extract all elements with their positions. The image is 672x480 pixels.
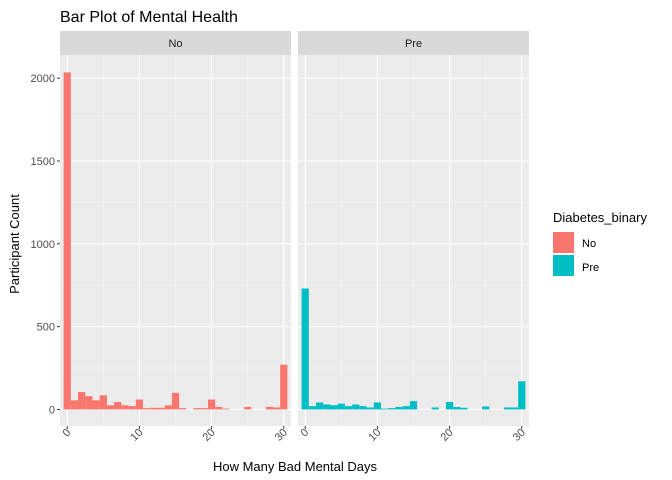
bar bbox=[121, 405, 129, 410]
bar bbox=[359, 406, 367, 410]
legend: Diabetes_binary No Pre bbox=[553, 210, 647, 276]
bar bbox=[63, 72, 71, 410]
bar bbox=[453, 406, 461, 410]
bar bbox=[460, 407, 468, 410]
bar bbox=[272, 407, 281, 410]
x-tick-label: 20 bbox=[439, 427, 456, 444]
bar bbox=[431, 407, 439, 410]
y-axis: 0 500 1000 1500 2000 bbox=[31, 73, 60, 416]
bar bbox=[157, 407, 165, 410]
bar bbox=[301, 288, 309, 410]
legend-label-no: No bbox=[582, 238, 596, 250]
bar bbox=[352, 404, 360, 410]
y-tick-label: 1000 bbox=[31, 239, 55, 251]
bar bbox=[92, 400, 100, 410]
bar bbox=[381, 408, 389, 410]
facet-panel-pre: Pre bbox=[298, 31, 529, 426]
facet-strip-label: No bbox=[168, 38, 182, 50]
bar bbox=[518, 381, 526, 410]
bar bbox=[128, 406, 136, 410]
bar bbox=[280, 364, 288, 410]
bar bbox=[265, 406, 273, 410]
x-tick-label: 20 bbox=[201, 427, 218, 444]
y-tick-label: 500 bbox=[37, 322, 55, 334]
bar bbox=[373, 402, 382, 410]
y-tick-label: 0 bbox=[49, 404, 55, 416]
bar bbox=[402, 406, 410, 410]
bar bbox=[193, 408, 201, 410]
bar bbox=[409, 401, 418, 410]
bar bbox=[135, 399, 144, 410]
facet-panels: No Pre bbox=[60, 31, 529, 426]
bar bbox=[150, 407, 158, 410]
x-tick-label: 10 bbox=[366, 427, 383, 444]
bar bbox=[85, 396, 93, 410]
bar bbox=[244, 406, 252, 410]
bar bbox=[78, 392, 86, 410]
facet-strip bbox=[60, 31, 291, 55]
bar bbox=[503, 407, 511, 410]
bar bbox=[445, 401, 454, 410]
bar bbox=[222, 408, 230, 410]
bar bbox=[215, 406, 223, 410]
y-tick-label: 2000 bbox=[31, 73, 55, 85]
x-axis-title: How Many Bad Mental Days bbox=[213, 459, 378, 474]
facet-strip bbox=[298, 31, 529, 55]
bar bbox=[308, 406, 317, 410]
x-tick-label: 30 bbox=[511, 427, 528, 444]
x-tick-label: 10 bbox=[128, 427, 145, 444]
bar bbox=[114, 401, 122, 410]
bar bbox=[106, 405, 115, 410]
y-tick-label: 1500 bbox=[31, 156, 55, 168]
x-axes: 0 10 20 30 0 10 20 30 bbox=[61, 426, 528, 444]
bar bbox=[200, 408, 208, 410]
bar bbox=[171, 392, 180, 410]
bar bbox=[323, 404, 331, 410]
bar bbox=[70, 400, 79, 410]
x-tick-label: 30 bbox=[273, 427, 290, 444]
legend-key-pre bbox=[553, 255, 574, 276]
bar bbox=[99, 395, 107, 410]
bar bbox=[316, 402, 324, 410]
bar bbox=[143, 408, 151, 410]
bar bbox=[344, 406, 353, 410]
legend-key-no bbox=[553, 232, 574, 253]
bar bbox=[395, 406, 403, 410]
facet-panel-no: No bbox=[60, 31, 291, 426]
bar bbox=[330, 405, 338, 410]
bar bbox=[179, 408, 187, 410]
legend-label-pre: Pre bbox=[582, 262, 599, 274]
bar bbox=[388, 408, 396, 410]
bar bbox=[207, 399, 216, 410]
facet-strip-label: Pre bbox=[405, 38, 422, 50]
bar bbox=[337, 403, 345, 410]
bar bbox=[482, 406, 490, 410]
y-axis-title: Participant Count bbox=[7, 194, 22, 294]
bar bbox=[164, 405, 172, 410]
chart-title: Bar Plot of Mental Health bbox=[60, 9, 238, 26]
bar bbox=[366, 407, 374, 410]
bar bbox=[510, 407, 519, 410]
legend-title: Diabetes_binary bbox=[553, 210, 647, 225]
